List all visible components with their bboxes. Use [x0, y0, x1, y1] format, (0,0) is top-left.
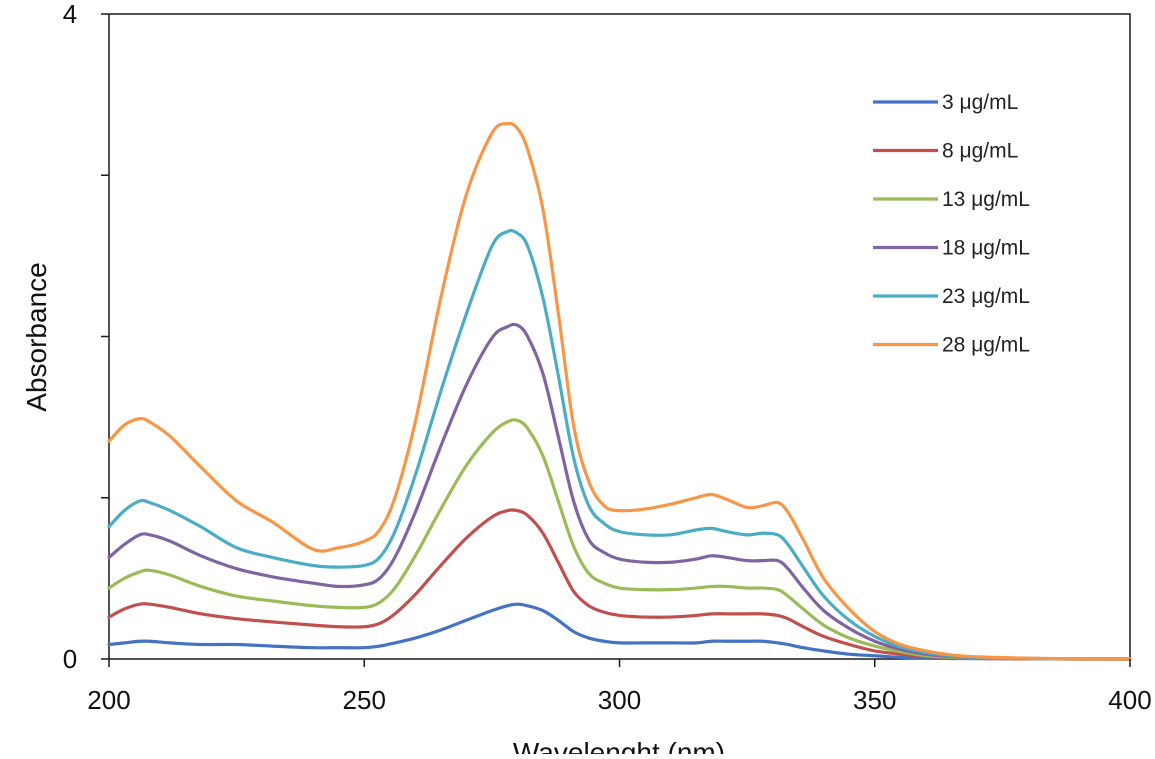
x-tick-label: 300: [598, 685, 641, 715]
series-line-3: [107, 418, 1132, 661]
legend-label-2: 8 μg/mL: [942, 140, 1018, 163]
legend-label-4: 18 μg/mL: [942, 237, 1030, 260]
series-line-6: [107, 121, 1132, 661]
legend-label-3: 13 μg/mL: [942, 188, 1030, 211]
series-line-1: [107, 602, 1132, 661]
x-tick-label: 250: [343, 685, 386, 715]
x-tick-label: 200: [87, 685, 130, 715]
series-line-5: [107, 229, 1132, 661]
axis-layer: 200 250 300 350 400 0 4: [63, 0, 1152, 715]
x-axis-title: Wavelenght (nm): [513, 737, 725, 754]
legend: 3 μg/mL 8 μg/mL 13 μg/mL 18 μg/mL 23 μg/mL 28…: [873, 91, 1030, 357]
series-line-2: [107, 508, 1132, 661]
legend-label-6: 28 μg/mL: [942, 334, 1030, 357]
y-tick-label: 0: [63, 644, 77, 674]
y-tick-label: 4: [63, 0, 77, 29]
series-layer: [107, 121, 1132, 661]
legend-label-5: 23 μg/mL: [942, 285, 1030, 308]
y-axis-title: Absorbance: [21, 262, 52, 411]
x-tick-label: 400: [1108, 685, 1151, 715]
series-line-4: [107, 322, 1132, 661]
legend-label-1: 3 μg/mL: [942, 91, 1018, 114]
x-tick-label: 350: [853, 685, 896, 715]
